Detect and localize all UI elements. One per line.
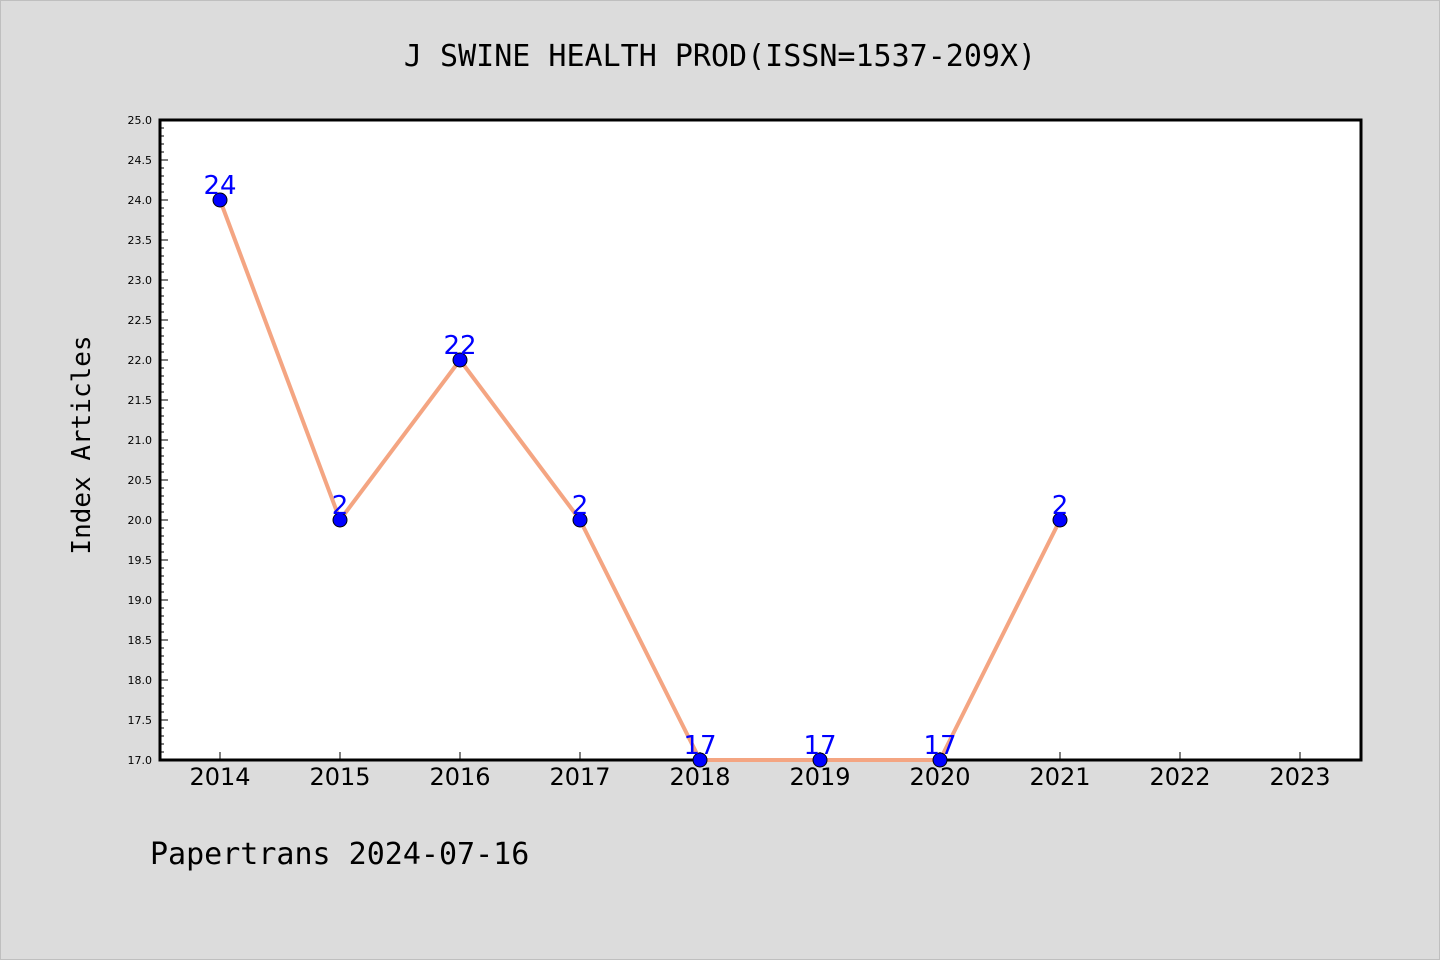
- data-point: [212, 192, 228, 208]
- data-label: 24: [203, 171, 236, 201]
- y-tick-label: 17.5: [128, 714, 153, 727]
- x-tick-label: 2018: [669, 763, 730, 791]
- data-point: [452, 352, 468, 368]
- series-line-layer: [218, 199, 1062, 762]
- footer-credit: Papertrans 2024-07-16: [150, 837, 529, 872]
- data-label: 2: [332, 491, 349, 521]
- data-label: 17: [683, 731, 716, 761]
- data-point: [572, 512, 588, 528]
- y-tick-label: 17.0: [128, 754, 153, 767]
- y-tick-label: 19.0: [128, 594, 153, 607]
- data-point: [932, 752, 948, 768]
- x-tick-label: 2014: [189, 763, 250, 791]
- y-tick-label: 23.5: [128, 234, 153, 247]
- series-line: [218, 199, 1062, 762]
- y-axis-label: Index Articles: [67, 335, 97, 554]
- y-tick-label: 18.0: [128, 674, 153, 687]
- data-label: 17: [923, 731, 956, 761]
- y-tick-label: 22.0: [128, 354, 153, 367]
- x-tick-label: 2015: [309, 763, 370, 791]
- x-tick-label: 2017: [549, 763, 610, 791]
- chart-title: J SWINE HEALTH PROD(ISSN=1537-209X): [404, 39, 1036, 74]
- data-label: 2: [1052, 491, 1069, 521]
- y-tick-label: 24.5: [128, 154, 153, 167]
- data-point: [692, 752, 708, 768]
- data-point: [1052, 512, 1068, 528]
- y-tick-label: 21.5: [128, 394, 153, 407]
- data-point: [812, 752, 828, 768]
- y-tick-label: 20.5: [128, 474, 153, 487]
- y-tick-label: 24.0: [128, 194, 153, 207]
- y-tick-label: 18.5: [128, 634, 153, 647]
- y-tick-label: 23.0: [128, 274, 153, 287]
- data-label: 17: [803, 731, 836, 761]
- x-axis: 2014 2015 2016 2017 2018 2019 2020 2021 2022 2023: [189, 752, 1331, 791]
- y-tick-label: 21.0: [128, 434, 153, 447]
- x-tick-label: 2019: [789, 763, 850, 791]
- y-tick-label: 22.5: [128, 314, 153, 327]
- x-tick-label: 2022: [1149, 763, 1210, 791]
- x-tick-label: 2023: [1269, 763, 1330, 791]
- data-point: [332, 512, 348, 528]
- x-tick-label: 2016: [429, 763, 490, 791]
- y-axis: 17.0 17.5 18.0 18.5 19.0 19.5 20.0 20.5 21.0 21.5…: [128, 114, 168, 767]
- data-label: 2: [572, 491, 589, 521]
- x-tick-label: 2020: [909, 763, 970, 791]
- data-label: 22: [443, 331, 476, 361]
- marker-layer: [212, 192, 1068, 768]
- plot-area: [158, 118, 1363, 762]
- y-tick-label: 20.0: [128, 514, 153, 527]
- y-tick-label: 19.5: [128, 554, 153, 567]
- x-tick-label: 2021: [1029, 763, 1090, 791]
- y-tick-label: 25.0: [128, 114, 153, 127]
